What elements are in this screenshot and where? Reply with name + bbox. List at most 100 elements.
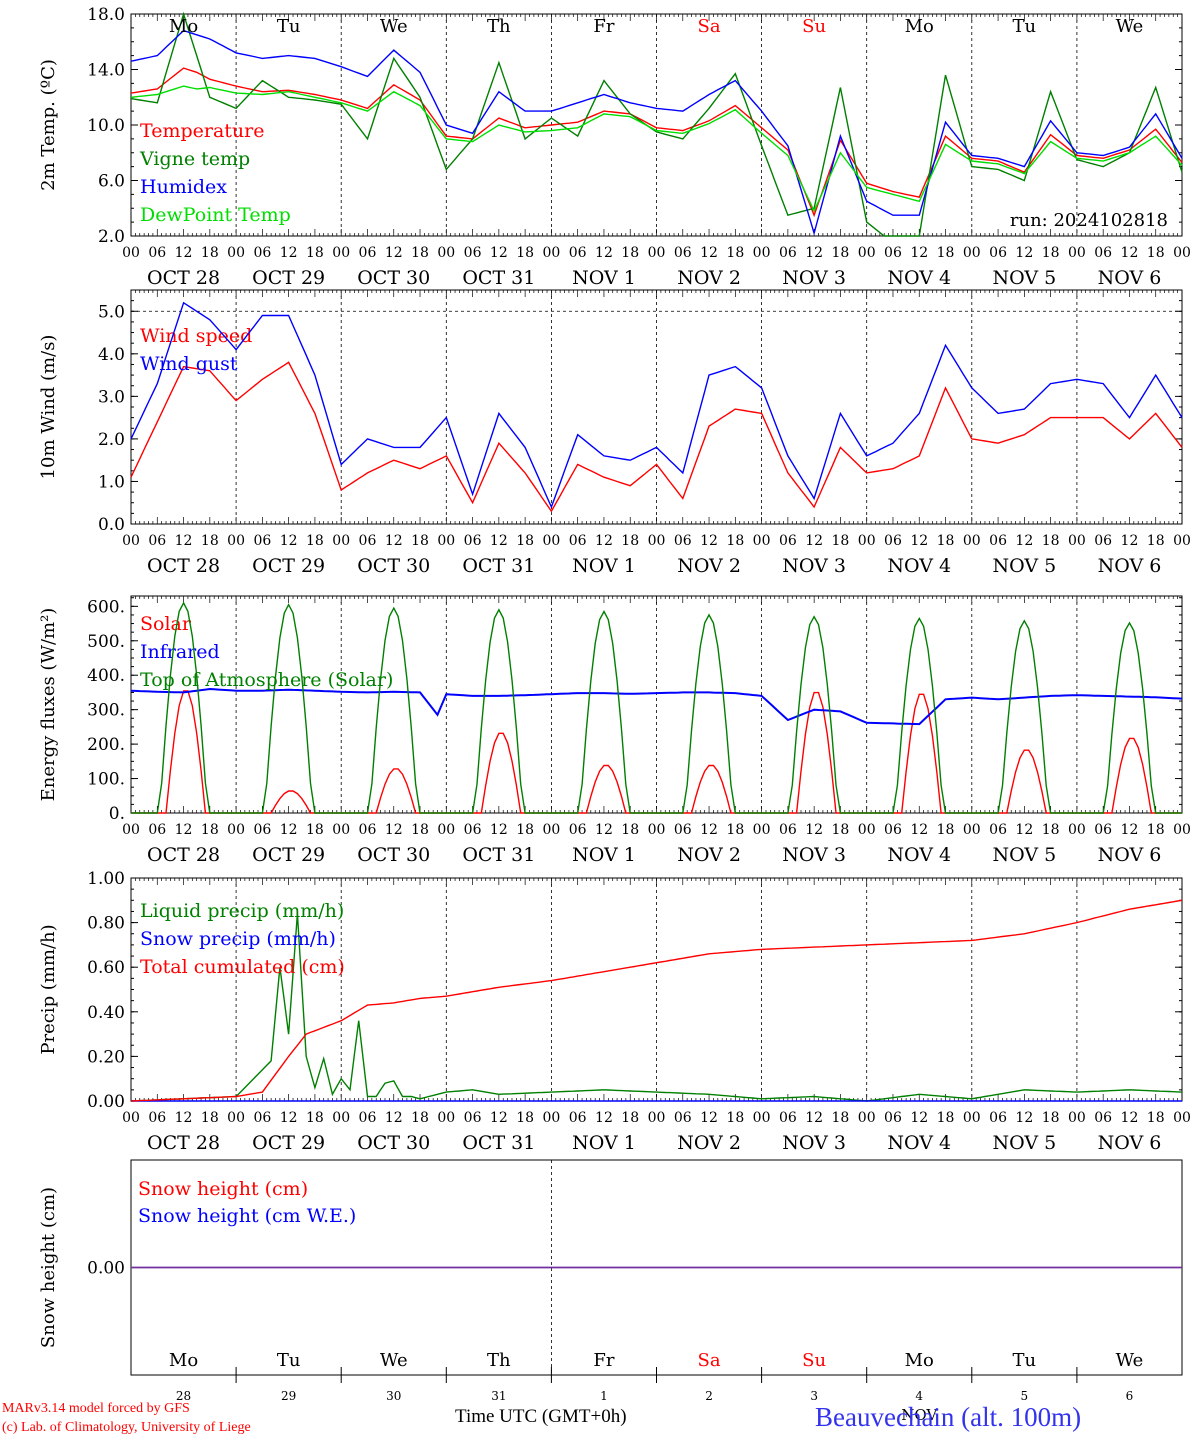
hour-label: 06 — [779, 533, 797, 549]
hour-label: 12 — [700, 1110, 718, 1126]
hour-label: 00 — [753, 1110, 771, 1126]
hour-label: 12 — [700, 822, 718, 838]
legend-entry: Snow height (cm W.E.) — [138, 1205, 356, 1227]
date-label: OCT 29 — [252, 844, 325, 866]
hour-label: 06 — [884, 1110, 902, 1126]
hour-label: 06 — [253, 822, 271, 838]
series-line-vigne-temp — [130, 11, 1183, 237]
weekday-label: Su — [802, 16, 826, 37]
y-tick-label: 400. — [87, 666, 125, 686]
date-label: OCT 28 — [147, 267, 220, 289]
y-axis-title: 10m Wind (m/s) — [38, 335, 59, 480]
date-label: NOV 2 — [677, 844, 741, 866]
weekday-label: Th — [487, 1350, 511, 1371]
hour-label: 00 — [122, 245, 140, 261]
weekday-label: We — [380, 1350, 408, 1371]
hour-label: 06 — [253, 245, 271, 261]
hour-label: 00 — [753, 533, 771, 549]
series-line-wind-gust — [130, 301, 1183, 509]
hour-label: 18 — [306, 245, 324, 261]
y-tick-label: 10.0 — [87, 116, 125, 136]
x-axis-title: Time UTC (GMT+0h) — [455, 1406, 627, 1427]
y-tick-label: 0.60 — [87, 958, 125, 978]
series-line-top-of-atmosphere-solar- — [131, 601, 1182, 814]
day-number: 1 — [600, 1389, 608, 1403]
hour-label: 12 — [490, 822, 508, 838]
hour-label: 06 — [148, 533, 166, 549]
hour-label: 06 — [779, 1110, 797, 1126]
hour-label: 18 — [516, 533, 534, 549]
legend-entry: Vigne temp — [139, 148, 250, 170]
date-label: OCT 31 — [462, 1132, 535, 1154]
date-label: NOV 4 — [887, 267, 951, 289]
hour-label: 18 — [726, 822, 744, 838]
date-label: NOV 6 — [1098, 555, 1162, 577]
hour-label: 06 — [779, 245, 797, 261]
date-label: OCT 30 — [357, 555, 430, 577]
hour-label: 12 — [805, 245, 823, 261]
hour-label: 06 — [569, 245, 587, 261]
hour-label: 06 — [884, 245, 902, 261]
hour-label: 12 — [175, 245, 193, 261]
hour-label: 18 — [411, 245, 429, 261]
hour-label: 18 — [201, 245, 219, 261]
weekday-label: We — [1116, 1350, 1144, 1371]
hour-label: 12 — [175, 1110, 193, 1126]
hour-label: 06 — [253, 1110, 271, 1126]
hour-label: 00 — [1068, 1110, 1086, 1126]
hour-label: 06 — [1094, 245, 1112, 261]
hour-label: 06 — [779, 822, 797, 838]
hour-label: 06 — [884, 822, 902, 838]
hour-label: 00 — [122, 533, 140, 549]
hour-label: 12 — [910, 533, 928, 549]
hour-label: 00 — [227, 533, 245, 549]
hour-label: 12 — [1121, 822, 1139, 838]
station-name: Beauvechain (alt. 100m) — [815, 1402, 1082, 1432]
y-tick-label: 2.0 — [98, 227, 125, 247]
hour-label: 00 — [1173, 533, 1191, 549]
date-label: NOV 5 — [992, 555, 1056, 577]
hour-label: 06 — [359, 245, 377, 261]
date-label: NOV 2 — [677, 1132, 741, 1154]
date-label: OCT 30 — [357, 267, 430, 289]
weekday-label: We — [380, 16, 408, 37]
series-line-wind-speed — [130, 361, 1183, 513]
date-label: NOV 4 — [887, 1132, 951, 1154]
date-label: OCT 28 — [147, 555, 220, 577]
legend-entry: Snow precip (mm/h) — [140, 928, 336, 950]
weekday-label: Tu — [1013, 16, 1037, 37]
day-number: 29 — [281, 1389, 296, 1403]
hour-label: 00 — [332, 245, 350, 261]
hour-label: 00 — [1173, 1110, 1191, 1126]
weekday-label: Sa — [698, 16, 721, 37]
hour-label: 12 — [595, 533, 613, 549]
day-number: 28 — [176, 1389, 191, 1403]
hour-label: 00 — [648, 533, 666, 549]
hour-label: 06 — [674, 245, 692, 261]
hour-label: 18 — [1042, 1110, 1060, 1126]
hour-label: 00 — [542, 822, 560, 838]
date-label: NOV 4 — [887, 844, 951, 866]
date-label: NOV 5 — [992, 844, 1056, 866]
date-label: NOV 3 — [782, 844, 846, 866]
hour-label: 06 — [569, 1110, 587, 1126]
hour-label: 18 — [621, 822, 639, 838]
y-tick-label: 0.20 — [87, 1047, 125, 1067]
hour-label: 06 — [1094, 533, 1112, 549]
hour-label: 00 — [437, 533, 455, 549]
date-label: OCT 28 — [147, 1132, 220, 1154]
date-label: NOV 1 — [572, 267, 636, 289]
hour-label: 06 — [359, 533, 377, 549]
hour-label: 00 — [648, 245, 666, 261]
hour-label: 18 — [726, 533, 744, 549]
hour-label: 06 — [989, 822, 1007, 838]
hour-label: 12 — [700, 533, 718, 549]
y-tick-label: 5.0 — [98, 302, 125, 322]
legend-entry: Temperature — [140, 120, 264, 142]
legend-entry: Wind gust — [140, 353, 238, 375]
hour-label: 12 — [175, 822, 193, 838]
date-label: NOV 2 — [677, 267, 741, 289]
hour-label: 06 — [148, 822, 166, 838]
hour-label: 12 — [490, 1110, 508, 1126]
